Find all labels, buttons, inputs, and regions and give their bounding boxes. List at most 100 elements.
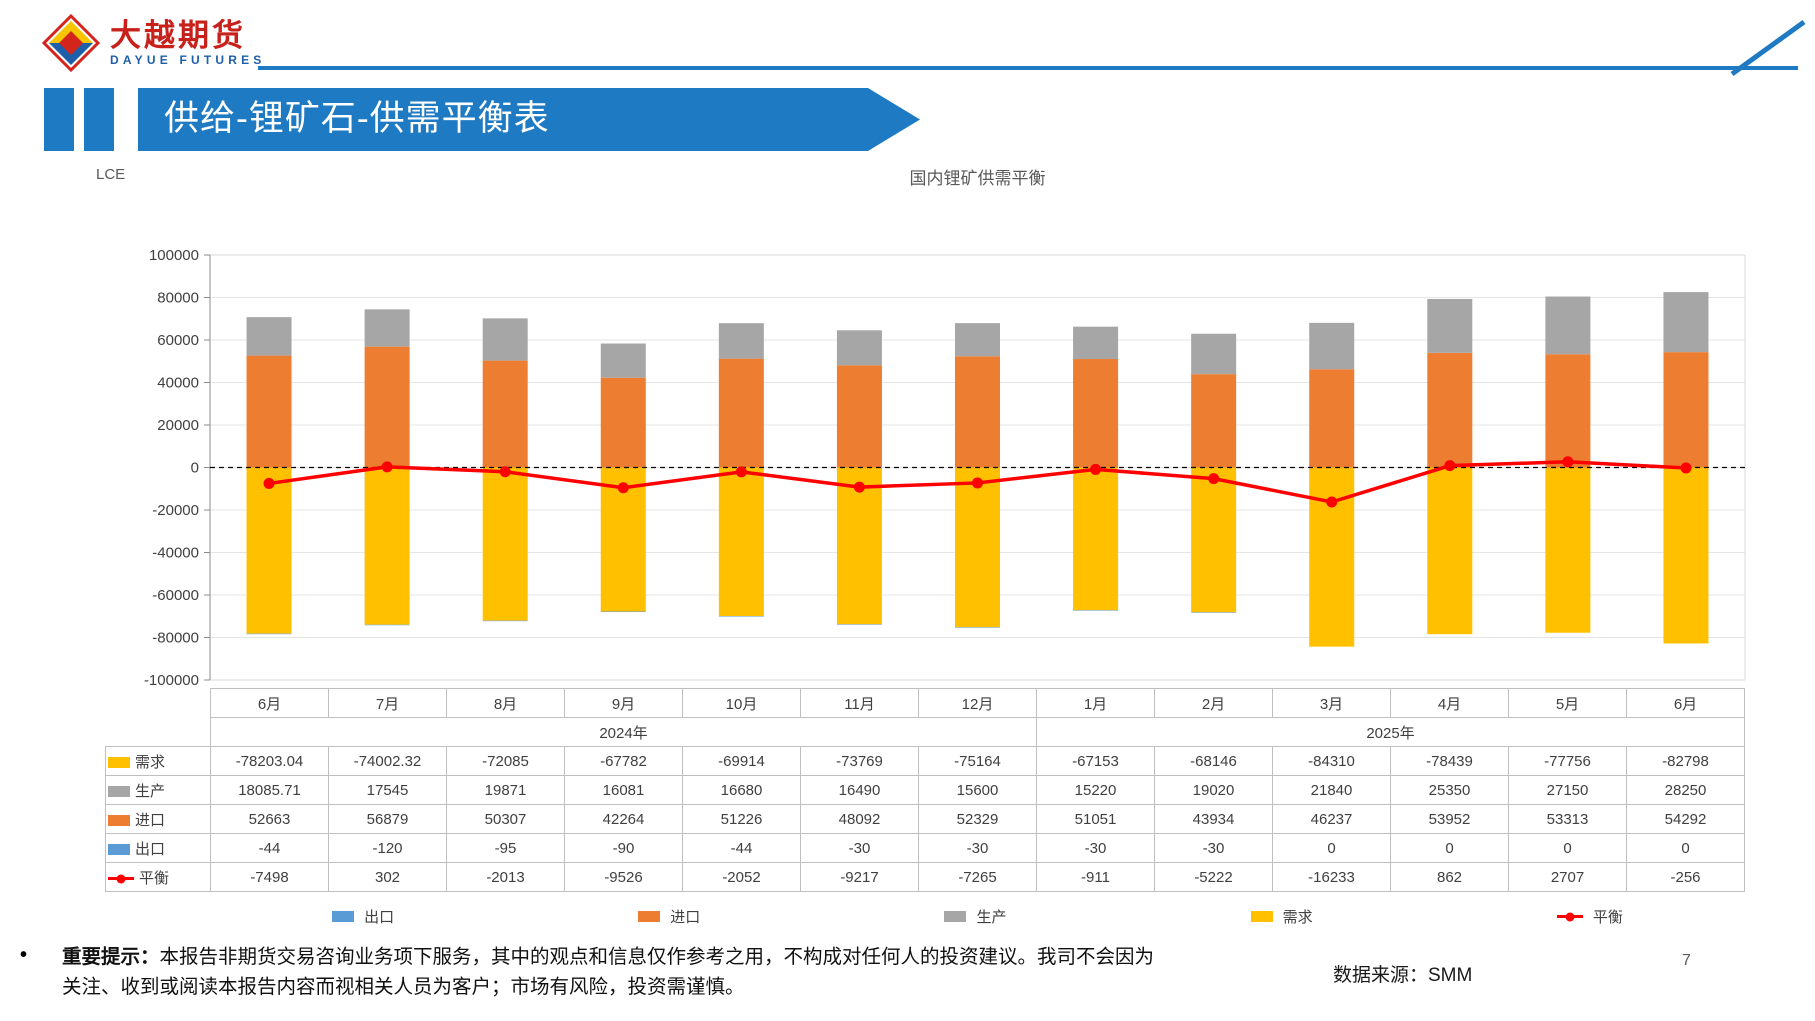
section-title-banner: 供给-锂矿石-供需平衡表 [138, 88, 920, 151]
balance-marker [1090, 463, 1102, 475]
legend-item-balance: 平衡 [1556, 906, 1623, 927]
month-cell: 3月 [1272, 688, 1391, 718]
value-cell: -256 [1626, 862, 1745, 892]
value-cell: -16233 [1272, 862, 1391, 892]
month-cell: 2月 [1154, 688, 1273, 718]
bar-production [955, 323, 1000, 357]
value-cell: 16680 [682, 775, 801, 805]
value-cell: -73769 [800, 746, 919, 776]
bar-export [718, 616, 764, 617]
month-cell: 10月 [682, 688, 801, 718]
value-cell: -95 [446, 833, 565, 863]
header-divider-line [258, 19, 1806, 77]
y-axis-tick-label: 80000 [157, 290, 199, 307]
bar-export [246, 633, 292, 635]
value-cell: 51226 [682, 804, 801, 834]
value-cell: -30 [800, 833, 919, 863]
bar-export [482, 620, 528, 622]
month-cell: 8月 [446, 688, 565, 718]
disclaimer-body: 本报告非期货交易咨询业务项下服务，其中的观点和信息仅作参考之用，不构成对任何人的… [62, 945, 1155, 999]
value-cell: -30 [1154, 833, 1273, 863]
value-cell: -67153 [1036, 746, 1155, 776]
value-cell: -44 [682, 833, 801, 863]
value-cell: -7498 [210, 862, 329, 892]
legend-item-demand: 需求 [1250, 906, 1313, 927]
legend-label: 生产 [976, 909, 1007, 926]
bar-import [1545, 354, 1591, 468]
legend-item-import: 进口 [638, 906, 700, 927]
banner-accent-bar [84, 88, 114, 151]
bar-demand [246, 467, 292, 634]
bar-production [1427, 298, 1473, 353]
bar-import [482, 360, 528, 468]
value-cell: -9526 [564, 862, 683, 892]
month-cell: 5月 [1508, 688, 1627, 718]
balance-marker [381, 461, 393, 473]
month-cell: 9月 [564, 688, 683, 718]
value-cell: 19020 [1154, 775, 1273, 805]
bar-production [482, 318, 528, 361]
value-cell: -72085 [446, 746, 565, 776]
table-row-demand: 需求 -78203.04 -74002.32 -72085 -67782 -69914 -7… [105, 746, 1745, 776]
value-cell: -7265 [918, 862, 1037, 892]
bar-production [1663, 292, 1709, 353]
disclaimer-lead: 重要提示： [62, 945, 160, 968]
y-axis-tick-label: -60000 [152, 587, 199, 604]
bar-import [246, 355, 292, 468]
data-source-label: 数据来源：SMM [1333, 965, 1473, 986]
bar-production [1191, 333, 1237, 375]
series-color-swatch [638, 911, 661, 922]
bar-demand [482, 467, 528, 621]
series-line-marker [1565, 912, 1575, 921]
value-cell: -90 [564, 833, 683, 863]
bar-import [1663, 352, 1709, 468]
value-cell: 302 [328, 862, 447, 892]
bar-import [836, 365, 882, 468]
y-axis-tick-label: -80000 [152, 630, 199, 647]
value-cell: 16081 [564, 775, 683, 805]
value-cell: -2052 [682, 862, 801, 892]
series-color-swatch [108, 815, 130, 827]
bar-demand [1191, 467, 1237, 613]
page-title: 供给-锂矿石-供需平衡表 [164, 99, 550, 139]
series-color-swatch [108, 786, 130, 798]
y-axis-tick-label: 20000 [157, 417, 199, 434]
value-cell: -30 [918, 833, 1037, 863]
row-label-balance: 平衡 [105, 862, 211, 892]
bar-import [1309, 369, 1355, 468]
value-cell: 0 [1390, 833, 1509, 863]
row-label-demand: 需求 [105, 746, 211, 776]
value-cell: 19871 [446, 775, 565, 805]
legend-label: 进口 [670, 909, 701, 926]
value-cell: 54292 [1626, 804, 1745, 834]
row-label-export: 出口 [105, 833, 211, 863]
table-row-balance: 平衡 -7498 302 -2013 -9526 -2052 -9217 -7265 -911-… [105, 862, 1745, 892]
value-cell: 17545 [328, 775, 447, 805]
value-cell: -75164 [918, 746, 1037, 776]
bar-production [364, 309, 410, 347]
bar-demand [1073, 467, 1119, 611]
legend-label: 需求 [1282, 909, 1313, 926]
table-row-production: 生产 18085.71 17545 19871 16081 16680 16490 15600… [105, 775, 1745, 805]
table-corner-blank [106, 689, 211, 718]
value-cell: 53313 [1508, 804, 1627, 834]
table-row-import: 进口 52663 56879 50307 42264 51226 48092 52329 510… [105, 804, 1745, 834]
value-cell: -67782 [564, 746, 683, 776]
value-cell: -77756 [1508, 746, 1627, 776]
balance-marker [263, 477, 275, 489]
bar-demand [955, 467, 1000, 628]
month-header-row: 6月 7月 8月 9月 10月 11月 12月 1月 2月 3月 4月 5月 6月 [106, 688, 1745, 718]
bar-export [364, 624, 410, 626]
balance-marker [1444, 460, 1456, 472]
disclaimer-text: 重要提示：本报告非期货交易咨询业务项下服务，其中的观点和信息仅作参考之用，不构成… [62, 942, 1160, 1002]
value-cell: 51051 [1036, 804, 1155, 834]
page-number: 7 [1682, 952, 1691, 969]
value-cell: -9217 [800, 862, 919, 892]
value-cell: 16490 [800, 775, 919, 805]
supply-demand-chart: -100000 -80000 -60000 -40000 -20000 0 20000 400… [144, 247, 1746, 689]
legend-item-production: 生产 [944, 906, 1006, 927]
bar-demand [1663, 467, 1709, 644]
bar-demand [1427, 467, 1473, 635]
year-header-row: 2024年 2025年 [106, 717, 1745, 747]
balance-marker [972, 477, 983, 489]
